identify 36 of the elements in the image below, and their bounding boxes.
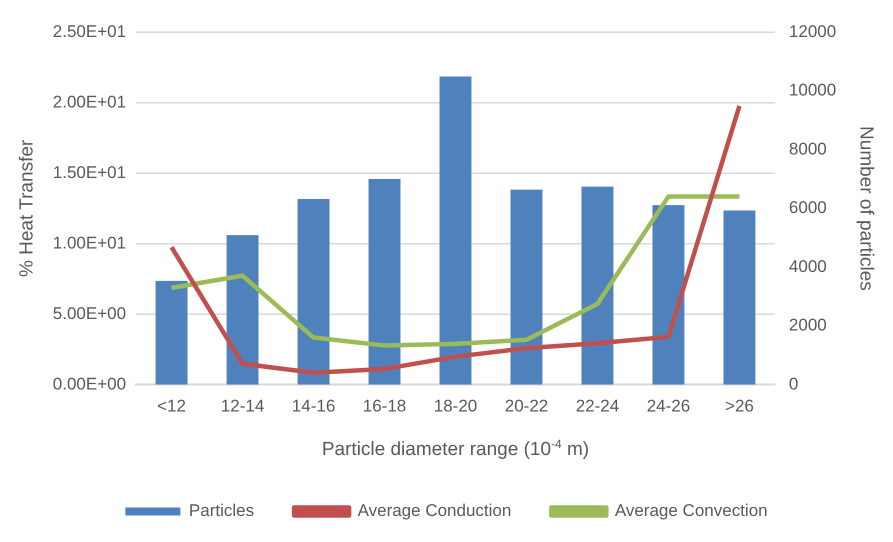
x-tick-label: 16-18	[362, 396, 406, 416]
x-tick-label: <12	[157, 396, 186, 416]
y-tick-label: 0.00E+00	[52, 374, 126, 394]
bar	[723, 210, 756, 385]
x-tick-label: 20-22	[504, 396, 548, 416]
y2-tick-label: 4000	[788, 256, 827, 276]
y-tick-label: 2.50E+01	[52, 22, 126, 41]
y-tick-label: 5.00E+00	[52, 304, 126, 323]
bar	[510, 190, 542, 385]
bar	[581, 186, 614, 385]
y-axis-title: % Heat Transfer	[16, 139, 38, 278]
bar	[298, 199, 330, 385]
y2-tick-label: 12000	[788, 22, 836, 41]
x-tick-label: 14-16	[292, 396, 336, 416]
x-tick-label: 18-20	[434, 396, 478, 416]
y2-axis-title: Number of particles	[855, 126, 876, 291]
x-tick-label: 22-24	[576, 396, 620, 416]
legend-label: Average Conduction	[358, 501, 512, 520]
x-tick-label: 12-14	[220, 396, 264, 416]
bar	[368, 179, 400, 385]
legend-label: Average Convection	[614, 501, 768, 520]
bar	[156, 280, 188, 385]
y-tick-label: 1.50E+01	[52, 162, 126, 182]
y2-tick-label: 10000	[788, 80, 836, 100]
bar	[440, 76, 472, 385]
bar	[226, 235, 259, 385]
y2-tick-label: 2000	[788, 316, 827, 335]
y2-tick-label: 8000	[788, 139, 827, 158]
y2-tick-label: 6000	[788, 198, 827, 218]
y-tick-label: 2.00E+01	[52, 92, 126, 112]
y2-tick-label: 0	[788, 374, 798, 394]
x-tick-label: >26	[725, 396, 754, 416]
y-tick-label: 1.00E+01	[52, 233, 126, 252]
x-tick-label: 24-26	[646, 396, 690, 416]
legend-label: Particles	[188, 501, 254, 520]
bar	[652, 205, 684, 385]
